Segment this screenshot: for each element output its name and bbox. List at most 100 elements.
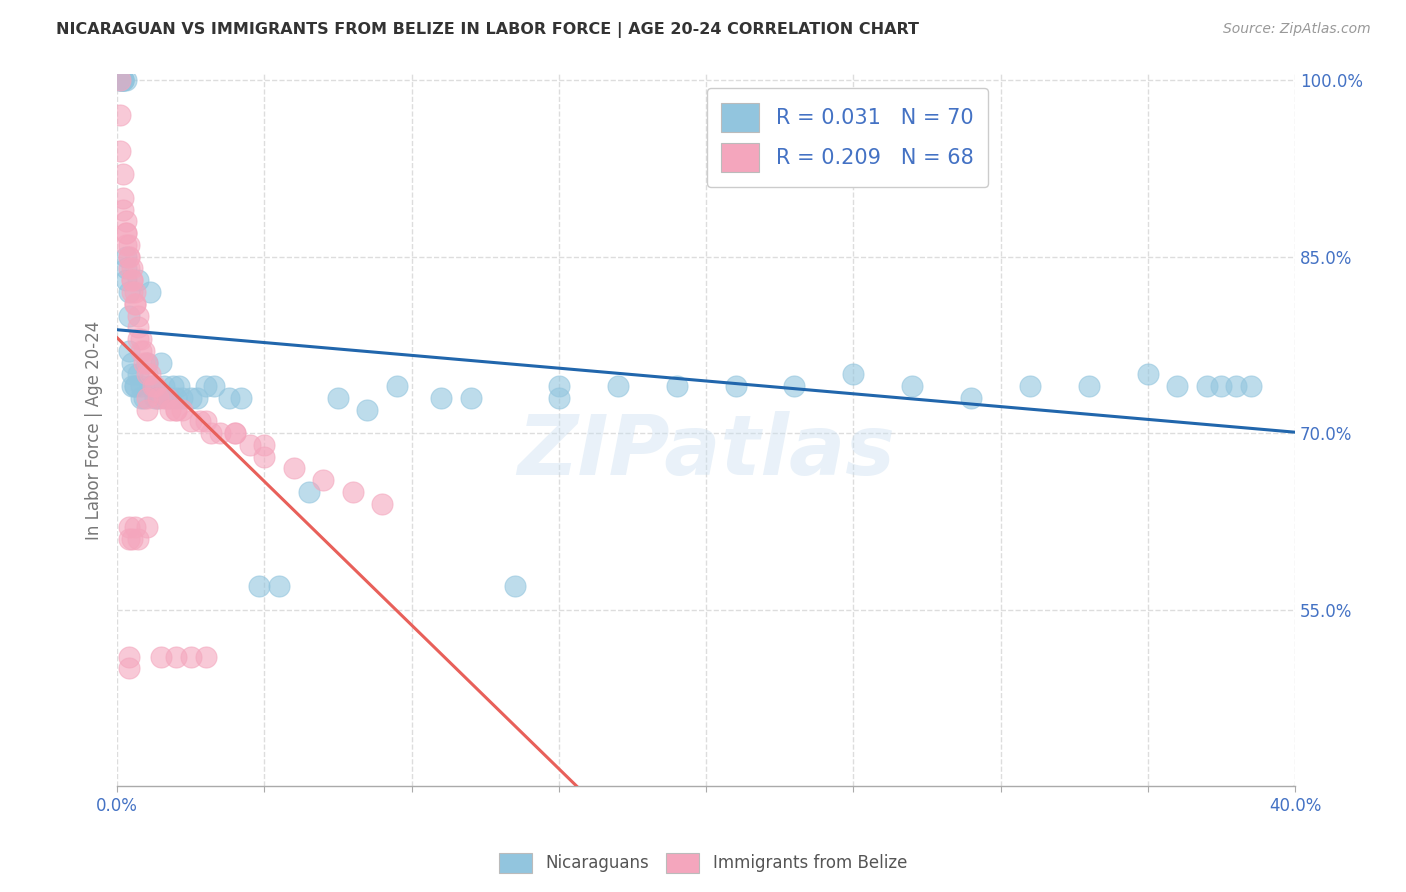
Point — [170, 391, 193, 405]
Point — [460, 391, 482, 405]
Point — [121, 379, 143, 393]
Point — [127, 532, 149, 546]
Point — [165, 402, 187, 417]
Point — [159, 391, 181, 405]
Point — [108, 73, 131, 87]
Point — [150, 649, 173, 664]
Point — [665, 379, 688, 393]
Point — [121, 273, 143, 287]
Point — [115, 250, 138, 264]
Point — [129, 391, 152, 405]
Point — [180, 414, 202, 428]
Point — [135, 368, 157, 382]
Point — [385, 379, 408, 393]
Point — [247, 579, 270, 593]
Point — [724, 379, 747, 393]
Point — [1136, 368, 1159, 382]
Point — [326, 391, 349, 405]
Point — [145, 391, 167, 405]
Point — [115, 214, 138, 228]
Point — [108, 144, 131, 158]
Point — [121, 273, 143, 287]
Point — [124, 285, 146, 299]
Point — [312, 473, 335, 487]
Point — [138, 285, 160, 299]
Point — [165, 649, 187, 664]
Point — [159, 402, 181, 417]
Point — [1019, 379, 1042, 393]
Point — [141, 379, 163, 393]
Point — [118, 532, 141, 546]
Point — [269, 579, 291, 593]
Point — [118, 261, 141, 276]
Point — [118, 238, 141, 252]
Point — [108, 73, 131, 87]
Point — [165, 402, 187, 417]
Point — [108, 73, 131, 87]
Point — [180, 391, 202, 405]
Point — [194, 649, 217, 664]
Point — [153, 391, 176, 405]
Point — [112, 73, 135, 87]
Point — [253, 438, 276, 452]
Point — [148, 391, 170, 405]
Point — [135, 520, 157, 534]
Point — [124, 297, 146, 311]
Point — [118, 649, 141, 664]
Point — [127, 368, 149, 382]
Point — [1211, 379, 1233, 393]
Point — [253, 450, 276, 464]
Point — [229, 391, 252, 405]
Point — [118, 250, 141, 264]
Point — [112, 73, 135, 87]
Point — [118, 250, 141, 264]
Point — [135, 402, 157, 417]
Point — [960, 391, 983, 405]
Point — [224, 426, 246, 441]
Point — [162, 379, 184, 393]
Point — [371, 497, 394, 511]
Point — [135, 355, 157, 369]
Point — [135, 355, 157, 369]
Point — [606, 379, 628, 393]
Point — [202, 379, 225, 393]
Point — [112, 167, 135, 181]
Point — [901, 379, 924, 393]
Point — [218, 391, 240, 405]
Point — [1195, 379, 1218, 393]
Point — [239, 438, 262, 452]
Point — [209, 426, 232, 441]
Point — [141, 379, 163, 393]
Point — [115, 238, 138, 252]
Point — [112, 73, 135, 87]
Point — [224, 426, 246, 441]
Point — [132, 343, 155, 358]
Point — [124, 297, 146, 311]
Point — [124, 379, 146, 393]
Point — [121, 532, 143, 546]
Point — [180, 649, 202, 664]
Point — [153, 379, 176, 393]
Point — [138, 379, 160, 393]
Point — [135, 391, 157, 405]
Point — [118, 661, 141, 675]
Point — [115, 226, 138, 240]
Point — [503, 579, 526, 593]
Point — [118, 520, 141, 534]
Point — [112, 202, 135, 217]
Point — [342, 485, 364, 500]
Point — [200, 426, 222, 441]
Point — [297, 485, 319, 500]
Point — [124, 379, 146, 393]
Point — [115, 73, 138, 87]
Point — [188, 414, 211, 428]
Point — [108, 73, 131, 87]
Point — [356, 402, 378, 417]
Point — [127, 320, 149, 334]
Point — [148, 391, 170, 405]
Point — [132, 355, 155, 369]
Point — [842, 368, 865, 382]
Point — [1166, 379, 1188, 393]
Point — [118, 285, 141, 299]
Point — [129, 332, 152, 346]
